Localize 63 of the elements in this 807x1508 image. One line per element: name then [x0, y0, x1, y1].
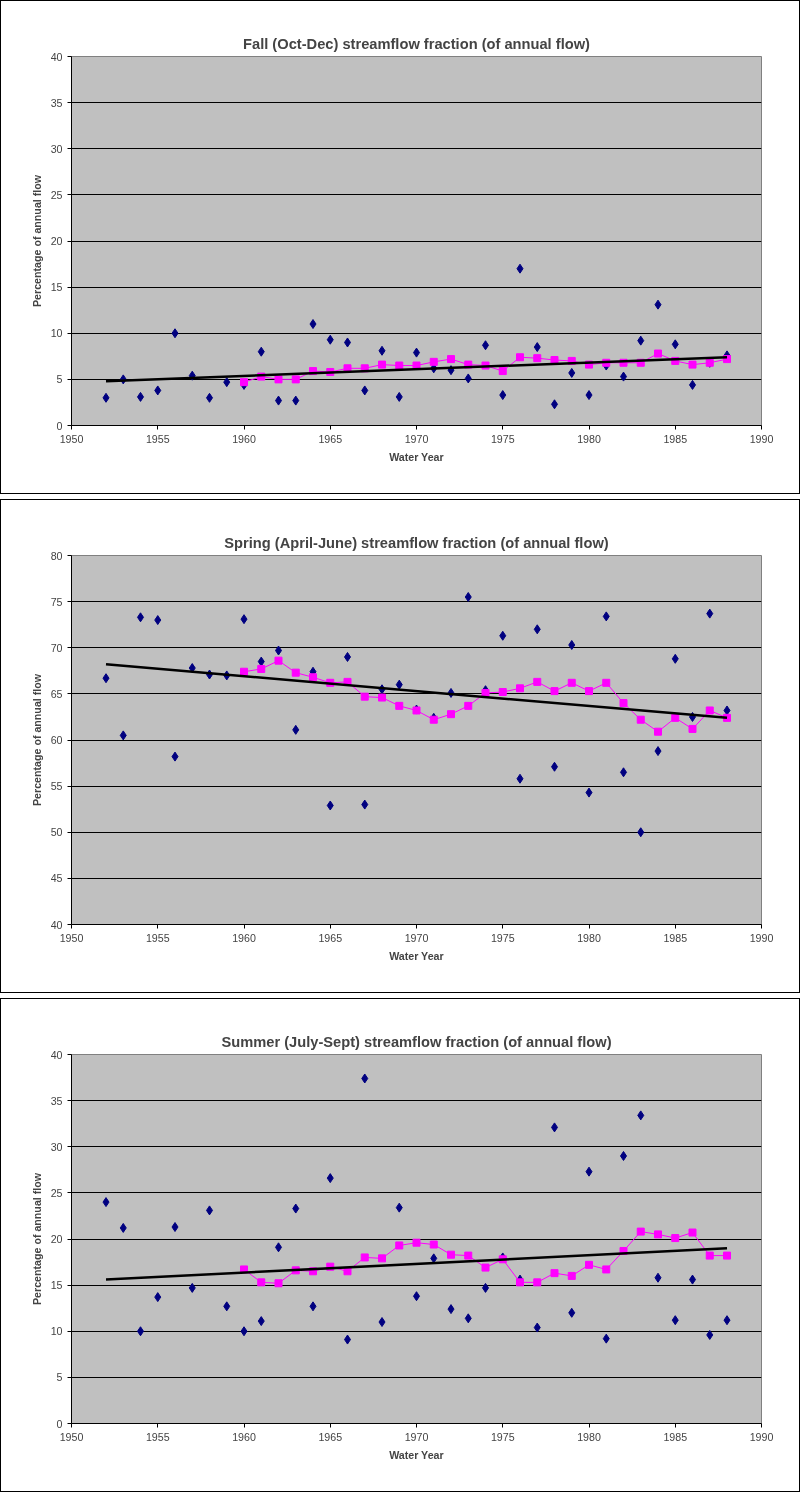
x-tick-label: 1965: [318, 432, 343, 445]
x-tick-label: 1980: [577, 931, 601, 944]
y-tick-label: 30: [50, 1140, 63, 1153]
y-tick-label: 20: [50, 235, 63, 247]
x-tick-label: 1975: [490, 1430, 515, 1443]
chart-title: Spring (April-June) streamflow fraction (of annual flow): [224, 534, 609, 551]
x-tick-label: 1990: [749, 432, 774, 445]
y-tick-label: 25: [50, 1186, 63, 1199]
x-tick-label: 1950: [59, 1430, 84, 1443]
x-tick-label: 1980: [577, 1430, 601, 1443]
y-tick-label: 75: [50, 595, 63, 608]
y-axis-title: Percentage of annual flow: [30, 174, 43, 308]
x-tick-label: 1960: [232, 931, 256, 944]
y-axis-title: Percentage of annual flow: [30, 1172, 43, 1306]
y-tick-label: 35: [50, 1094, 63, 1107]
x-tick-label: 1960: [232, 1430, 256, 1443]
x-axis-title: Water Year: [389, 949, 444, 962]
y-tick-label: 55: [50, 780, 63, 793]
x-tick-label: 1985: [663, 432, 688, 445]
chart-title: Fall (Oct-Dec) streamflow fraction (of annual flow): [243, 35, 591, 52]
x-tick-label: 1985: [663, 1430, 688, 1443]
y-tick-label: 10: [50, 327, 63, 340]
x-tick-label: 1965: [318, 931, 343, 944]
x-tick-label: 1960: [232, 432, 256, 445]
x-tick-label: 1985: [663, 931, 688, 944]
x-tick-label: 1970: [404, 1430, 429, 1443]
y-tick-label: 25: [50, 188, 63, 201]
y-tick-label: 40: [50, 50, 63, 63]
y-tick-label: 15: [50, 1279, 63, 1292]
y-tick-label: 80: [50, 549, 63, 562]
y-tick-label: 0: [56, 1417, 63, 1430]
x-tick-label: 1950: [59, 432, 84, 445]
x-tick-label: 1975: [490, 432, 515, 445]
y-tick-label: 15: [50, 281, 63, 294]
y-tick-label: 40: [50, 1048, 63, 1061]
y-tick-label: 10: [50, 1325, 63, 1338]
x-tick-label: 1955: [145, 432, 170, 445]
x-tick-label: 1950: [59, 931, 84, 944]
y-tick-label: 70: [50, 641, 63, 654]
y-tick-label: 45: [50, 872, 63, 885]
x-tick-label: 1970: [404, 432, 429, 445]
y-tick-label: 30: [50, 142, 63, 155]
x-tick-label: 1980: [577, 432, 601, 445]
x-tick-label: 1955: [145, 1430, 170, 1443]
y-tick-label: 60: [50, 734, 63, 746]
y-axis-title: Percentage of annual flow: [30, 673, 43, 807]
x-tick-label: 1970: [404, 931, 429, 944]
y-tick-label: 0: [56, 419, 63, 432]
y-tick-label: 5: [56, 1371, 63, 1384]
chart-title: Summer (July-Sept) streamflow fraction (of annual flow): [221, 1033, 612, 1050]
x-tick-label: 1955: [145, 931, 170, 944]
x-tick-label: 1990: [749, 931, 774, 944]
x-tick-label: 1975: [490, 931, 515, 944]
x-tick-label: 1990: [749, 1430, 774, 1443]
y-tick-label: 50: [50, 826, 63, 839]
y-tick-label: 35: [50, 96, 63, 109]
y-tick-label: 20: [50, 1233, 63, 1245]
x-tick-label: 1965: [318, 1430, 343, 1443]
y-tick-label: 40: [50, 918, 63, 931]
x-axis-title: Water Year: [389, 1448, 444, 1461]
x-axis-title: Water Year: [389, 450, 444, 463]
y-tick-label: 65: [50, 687, 63, 700]
y-tick-label: 5: [56, 373, 63, 386]
